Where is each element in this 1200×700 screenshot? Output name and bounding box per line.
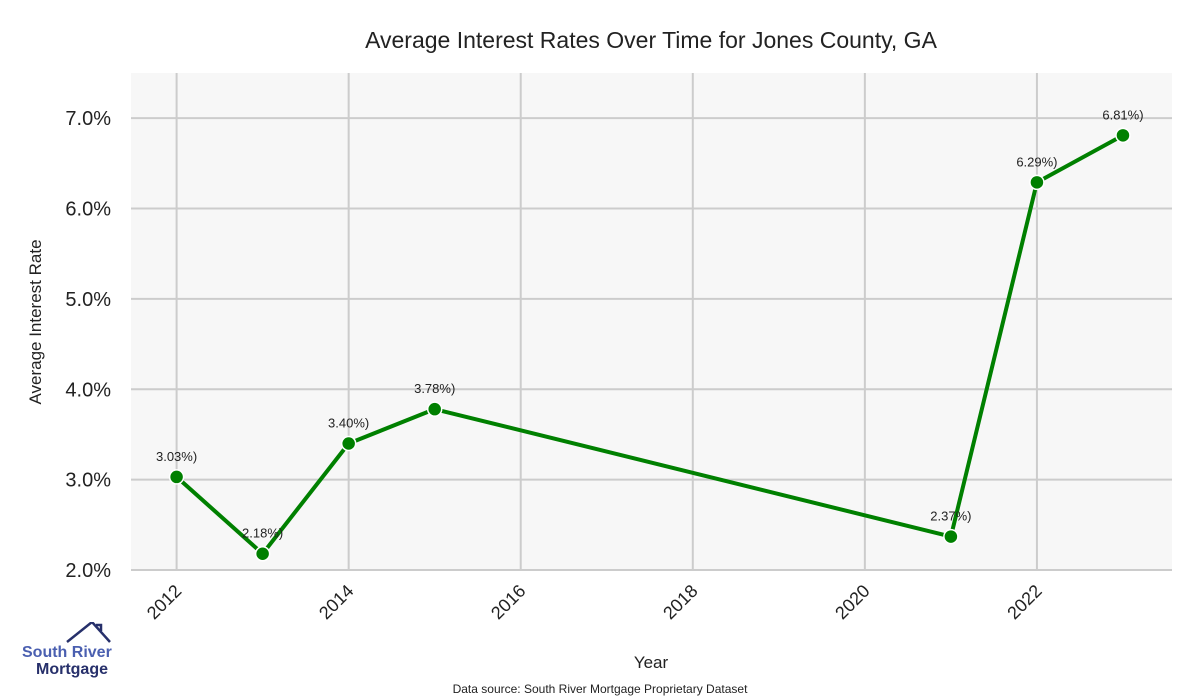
data-label: 6.81%) xyxy=(1102,107,1143,122)
x-tick-label: 2020 xyxy=(831,581,873,623)
x-axis-label: Year xyxy=(634,653,669,672)
data-point xyxy=(254,545,271,562)
data-label: 3.03%) xyxy=(156,449,197,464)
data-label: 2.18%) xyxy=(242,526,283,541)
x-tick-label: 2022 xyxy=(1003,581,1045,623)
y-tick-label: 6.0% xyxy=(65,199,111,221)
data-label: 3.40%) xyxy=(328,415,369,430)
y-tick-label: 3.0% xyxy=(65,470,111,492)
y-axis-label: Average Interest Rate xyxy=(26,239,45,404)
x-tick-label: 2018 xyxy=(659,581,701,623)
plot-area xyxy=(131,73,1172,570)
chart-title: Average Interest Rates Over Time for Jon… xyxy=(365,27,938,53)
data-label: 3.78%) xyxy=(414,381,455,396)
south-river-mortgage-logo: South River Mortgage xyxy=(22,622,122,682)
y-tick-label: 5.0% xyxy=(65,289,111,311)
y-tick-label: 7.0% xyxy=(65,108,111,130)
x-tick-label: 2016 xyxy=(487,581,529,623)
logo-line2: Mortgage xyxy=(36,661,108,678)
data-label: 6.29%) xyxy=(1016,154,1057,169)
data-point xyxy=(340,435,357,452)
x-tick-label: 2014 xyxy=(315,581,357,623)
data-label: 2.37%) xyxy=(930,509,971,524)
x-tick-label: 2012 xyxy=(143,581,185,623)
data-point xyxy=(1115,127,1131,144)
data-source-note: Data source: South River Mortgage Propri… xyxy=(453,682,748,696)
data-point xyxy=(1029,174,1045,191)
data-point xyxy=(168,469,185,485)
house-roof-icon xyxy=(66,622,111,643)
logo-line1: South River xyxy=(22,644,112,661)
y-tick-label: 2.0% xyxy=(65,560,111,582)
y-tick-label: 4.0% xyxy=(65,379,111,401)
data-point xyxy=(943,528,959,545)
data-point xyxy=(426,401,443,417)
